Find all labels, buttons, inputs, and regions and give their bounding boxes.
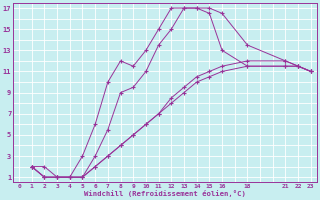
- X-axis label: Windchill (Refroidissement éolien,°C): Windchill (Refroidissement éolien,°C): [84, 190, 246, 197]
